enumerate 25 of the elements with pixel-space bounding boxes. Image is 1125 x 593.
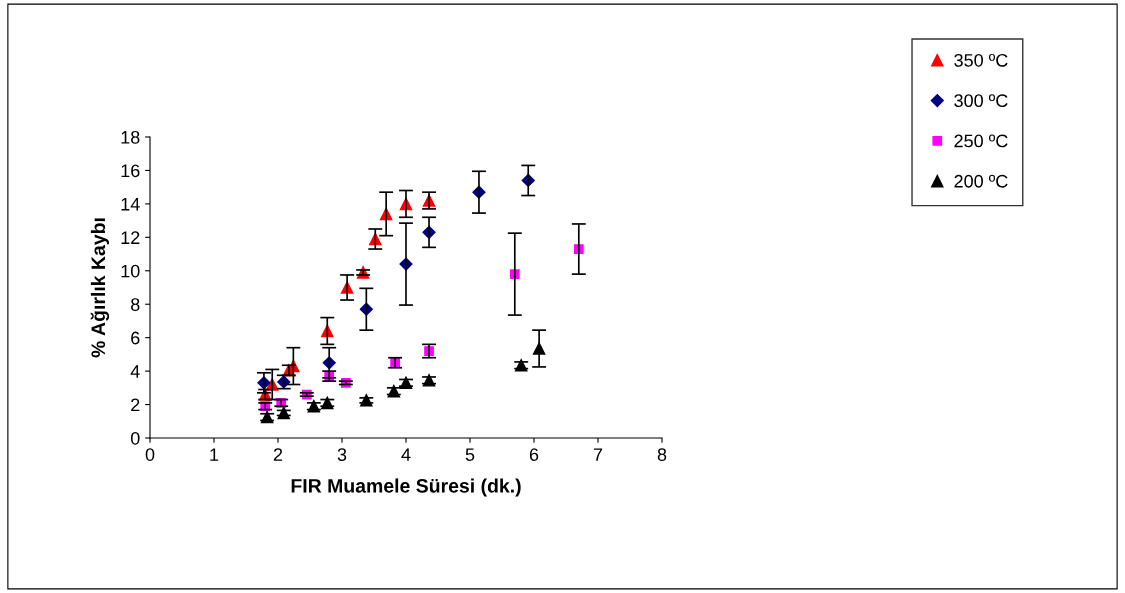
x-axis-title: FIR Muamele Süresi (dk.) [291, 478, 521, 497]
y-tick-label: 8 [131, 298, 140, 311]
x-tick-label: 2 [273, 448, 283, 461]
legend-label: 250 ºC [954, 134, 1008, 148]
y-tick-label: 10 [121, 264, 140, 278]
x-tick-label: 8 [657, 448, 667, 461]
y-tick-label: 4 [130, 365, 140, 378]
y-tick-label: 18 [121, 130, 140, 144]
x-tick-label: 7 [593, 448, 603, 461]
y-tick-label: 16 [121, 164, 140, 178]
x-tick-label: 5 [465, 448, 475, 461]
x-tick-label: 4 [401, 448, 411, 461]
y-tick-label: 14 [121, 198, 140, 211]
y-tick-label: 0 [130, 431, 140, 445]
x-tick-label: 6 [529, 448, 539, 461]
y-tick-label: 12 [121, 231, 140, 244]
x-tick-label: 1 [210, 448, 219, 461]
x-tick-label: 0 [145, 448, 155, 461]
y-axis-title: % Ağırlık Kaybı [90, 218, 110, 358]
legend-label: 300 ºC [954, 94, 1008, 108]
y-tick-label: 6 [131, 331, 140, 345]
legend-label: 200 ºC [954, 174, 1008, 188]
x-tick-label: 3 [337, 448, 347, 461]
legend-label: 350 ºC [954, 53, 1008, 67]
y-tick-label: 2 [131, 398, 140, 412]
